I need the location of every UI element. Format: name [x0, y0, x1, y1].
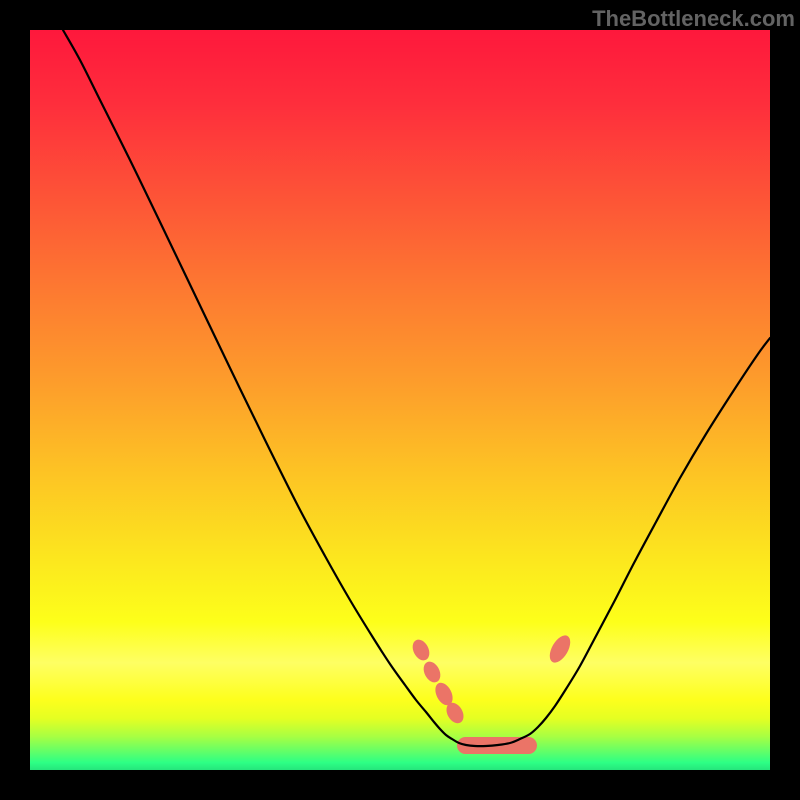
chart-svg	[0, 0, 800, 800]
plot-background-gradient	[30, 30, 770, 770]
chart-root: TheBottleneck.com	[0, 0, 800, 800]
